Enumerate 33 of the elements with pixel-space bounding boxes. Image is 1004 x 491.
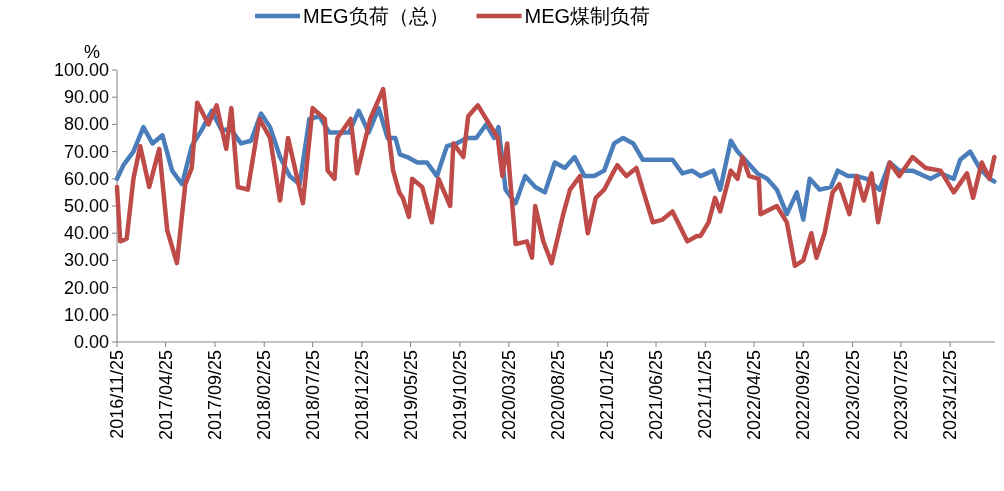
x-tick-label: 2017/04/25 — [155, 350, 176, 441]
y-tick-label: 70.00 — [63, 141, 109, 162]
legend-label: MEG煤制负荷 — [524, 5, 651, 27]
y-tick-label: 30.00 — [63, 250, 109, 271]
x-tick-label: 2020/03/25 — [498, 350, 519, 441]
x-tick-label: 2018/07/25 — [302, 350, 323, 441]
y-tick-label: 40.00 — [63, 223, 109, 244]
x-tick-label: 2017/09/25 — [204, 350, 225, 441]
y-tick-label: 0.00 — [73, 332, 109, 352]
x-tick-label: 2018/12/25 — [351, 350, 372, 441]
x-tick-label: 2019/05/25 — [400, 350, 421, 441]
y-tick-label: 90.00 — [63, 87, 109, 108]
y-tick-label: 60.00 — [63, 168, 109, 189]
legend-label: MEG负荷（总） — [303, 5, 449, 27]
y-tick-label: 20.00 — [63, 277, 109, 298]
x-tick-label: 2023/12/25 — [940, 350, 961, 441]
line-series — [114, 86, 997, 269]
x-tick-label: 2019/10/25 — [449, 350, 470, 441]
x-tick-label: 2021/06/25 — [646, 350, 667, 441]
x-tick-label: 2021/01/25 — [597, 350, 618, 441]
y-tick-label: 10.00 — [63, 304, 109, 325]
x-tick-label: 2023/07/25 — [890, 350, 911, 441]
x-tick-label: 2022/04/25 — [743, 350, 764, 441]
y-axis-title: % — [83, 42, 101, 62]
y-tick-label: 50.00 — [63, 196, 109, 216]
x-tick-label: 2022/09/25 — [793, 350, 814, 441]
x-tick-label: 2021/11/25 — [695, 350, 716, 439]
y-tick-label: 100.00 — [53, 60, 109, 80]
y-tick-label: 80.00 — [63, 114, 109, 135]
x-tick-label: 2020/08/25 — [548, 350, 569, 441]
x-tick-label: 2016/11/25 — [107, 350, 127, 439]
x-tick-label: 2023/02/25 — [842, 350, 863, 441]
x-tick-label: 2018/02/25 — [254, 350, 275, 441]
